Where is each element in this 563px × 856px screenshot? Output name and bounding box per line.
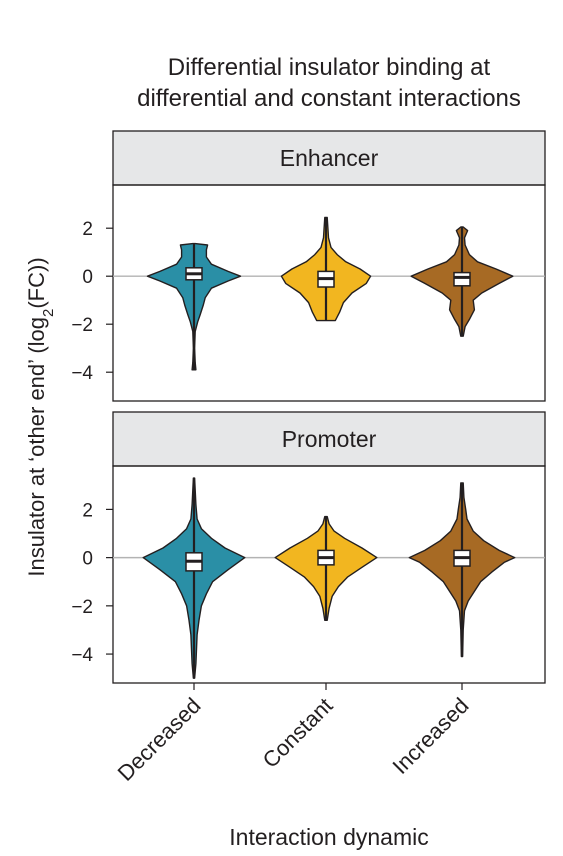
iqr-box (453, 271, 471, 287)
violin-decreased (146, 242, 242, 371)
y-tick-label: 0 (82, 267, 93, 288)
y-tick-label: 2 (82, 219, 93, 240)
violin-increased (408, 482, 516, 658)
x-tick-label: Increased (388, 693, 474, 779)
panel-strip (112, 130, 546, 186)
x-tick-label: Constant (258, 693, 338, 773)
violin-constant (274, 515, 378, 621)
panel-enhancer: Enhancer −4 −2 0 2 (71, 130, 546, 402)
panel-frame (112, 465, 546, 684)
violin-decreased (142, 477, 246, 679)
y-tick-label: 2 (82, 500, 93, 521)
panel-frame (112, 184, 546, 402)
x-axis-label: Interaction dynamic (229, 824, 428, 850)
chart-title-line: Differential insulator binding at (168, 54, 491, 81)
y-tick-label: −4 (71, 645, 93, 666)
y-tick-label: −4 (71, 363, 93, 384)
violin-increased (410, 226, 514, 337)
y-tick-label: −2 (71, 597, 93, 618)
panel-strip (112, 411, 546, 467)
y-axis-label: Insulator at ‘other end’ (log2(FC)) (24, 257, 57, 576)
violin-constant (280, 216, 372, 322)
panel-strip-label: Promoter (282, 426, 377, 452)
panel-strip-label: Enhancer (280, 145, 379, 171)
y-tick-label: 0 (82, 549, 93, 570)
chart-title-line: differential and constant interactions (137, 85, 521, 112)
y-tick-label: −2 (71, 315, 93, 336)
panel-promoter: Promoter −4 −2 0 2 (71, 411, 546, 684)
x-tick-label: Decreased (113, 693, 206, 786)
